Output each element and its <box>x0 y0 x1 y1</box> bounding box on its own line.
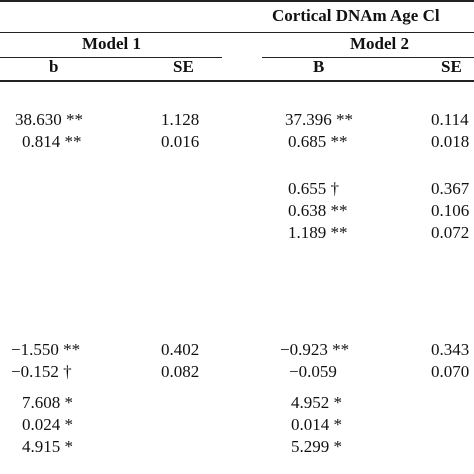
model1-rule <box>0 57 222 59</box>
model2-row-b: 0.685 ** <box>288 132 348 151</box>
model2-col-se: SE <box>441 57 462 76</box>
model2-rule <box>262 57 474 59</box>
model2-row-b: 37.396 ** <box>285 110 353 129</box>
model2-row-se: 0.070 <box>431 362 470 381</box>
table-super-header: Cortical DNAm Age Cl <box>272 6 440 25</box>
model1-row-se: 0.082 <box>161 362 200 381</box>
model2-row-b: 0.014 * <box>291 415 342 434</box>
model2-row-se: 0.018 <box>431 132 470 151</box>
model1-row-se: 1.128 <box>161 110 200 129</box>
super-header-rule <box>0 32 474 34</box>
table-top-rule <box>0 0 474 2</box>
model2-row-b: 0.638 ** <box>288 201 348 220</box>
model2-row-se: 0.106 <box>431 201 470 220</box>
model1-row-b: 38.630 ** <box>15 110 83 129</box>
model1-row-b: −0.152 † <box>11 362 72 381</box>
model1-row-b: 4.915 * <box>22 437 73 456</box>
model2-row-b: 0.655 † <box>288 179 339 198</box>
model2-row-b: 5.299 * <box>291 437 342 456</box>
model1-row-b: −1.550 ** <box>11 340 81 359</box>
model1-row-b: 7.608 * <box>22 393 73 412</box>
model2-col-b: B <box>313 57 325 76</box>
model2-row-b: 4.952 * <box>291 393 342 412</box>
column-header-rule <box>0 80 474 82</box>
model1-col-b: b <box>49 57 59 76</box>
model2-row-se: 0.343 <box>431 340 470 359</box>
model1-row-se: 0.402 <box>161 340 200 359</box>
model1-row-b: 0.814 ** <box>22 132 82 151</box>
model2-row-se: 0.114 <box>431 110 469 129</box>
model2-row-se: 0.072 <box>431 223 470 242</box>
model2-header: Model 2 <box>350 34 410 53</box>
model1-row-se: 0.016 <box>161 132 200 151</box>
model2-row-b: −0.059 <box>289 362 337 381</box>
model1-header: Model 1 <box>82 34 142 53</box>
model1-row-b: 0.024 * <box>22 415 73 434</box>
model2-row-b: 1.189 ** <box>288 223 348 242</box>
model1-col-se: SE <box>173 57 194 76</box>
model2-row-se: 0.367 <box>431 179 470 198</box>
model2-row-b: −0.923 ** <box>280 340 350 359</box>
